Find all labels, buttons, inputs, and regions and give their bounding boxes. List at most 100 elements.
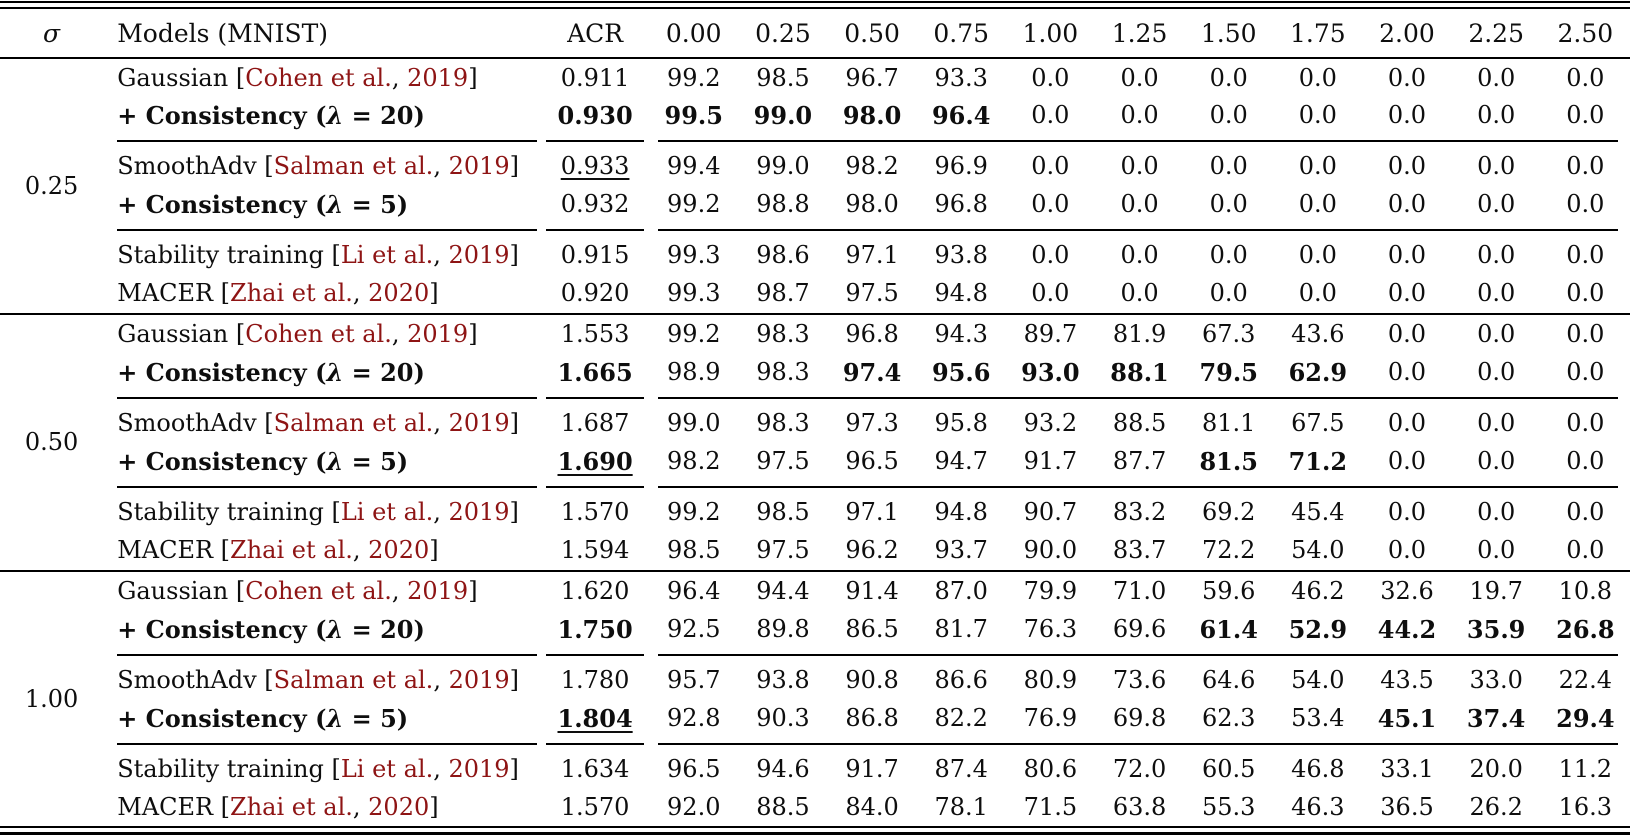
citation-year-link[interactable]: 2019 bbox=[407, 577, 469, 605]
acr-value: 1.780 bbox=[560, 666, 630, 694]
certified-accuracy-value: 0.0 bbox=[1477, 409, 1516, 437]
citation-year-link[interactable]: 2019 bbox=[448, 152, 510, 180]
certified-accuracy-value: 69.6 bbox=[1112, 615, 1167, 643]
acr-value: 1.687 bbox=[560, 409, 630, 437]
citation-year-link[interactable]: 2019 bbox=[448, 666, 510, 694]
certified-accuracy-value: 0.0 bbox=[1387, 101, 1427, 129]
certified-accuracy-value: 72.2 bbox=[1201, 536, 1256, 564]
certified-accuracy-value: 0.0 bbox=[1387, 152, 1427, 180]
citation-year-link[interactable]: 2020 bbox=[368, 536, 430, 564]
citation-year-link[interactable]: 2019 bbox=[448, 755, 510, 783]
pair-mid-rule bbox=[0, 737, 1630, 750]
table-row: Stability training [Li et al., 2019] 0.91… bbox=[0, 236, 1630, 274]
header-row: σ Models (MNIST) ACR 0.00 0.25 0.50 0.75… bbox=[0, 9, 1630, 58]
citation-year-link[interactable]: 2020 bbox=[368, 793, 430, 821]
citation-authors-link[interactable]: Cohen et al. bbox=[245, 577, 392, 605]
citation-authors-link[interactable]: Zhai et al. bbox=[230, 793, 353, 821]
certified-accuracy-value: 93.2 bbox=[1023, 409, 1078, 437]
certified-accuracy-value: 43.6 bbox=[1291, 320, 1345, 348]
certified-accuracy-value: 94.3 bbox=[934, 320, 988, 348]
radius-column-header: 2.50 bbox=[1557, 18, 1614, 48]
certified-accuracy-value: 96.2 bbox=[845, 536, 899, 564]
citation-authors-link[interactable]: Li et al. bbox=[340, 498, 434, 526]
table-row: + Consistency (λ = 20) 0.930 99.5 99.0 98.0 9… bbox=[0, 96, 1630, 134]
certified-accuracy-value: 80.6 bbox=[1023, 755, 1078, 783]
certified-accuracy-value: 0.0 bbox=[1031, 241, 1070, 269]
certified-accuracy-value: 94.8 bbox=[934, 498, 988, 526]
certified-accuracy-value: 98.8 bbox=[756, 190, 810, 218]
acr-column-header: ACR bbox=[567, 18, 624, 48]
model-name: + Consistency (λ = 5) bbox=[117, 703, 409, 733]
certified-accuracy-value: 29.4 bbox=[1556, 703, 1615, 733]
certified-accuracy-value: 71.2 bbox=[1288, 446, 1348, 476]
certified-accuracy-value: 99.5 bbox=[664, 100, 723, 130]
pair-mid-rule bbox=[0, 134, 1630, 147]
certified-accuracy-value: 0.0 bbox=[1566, 190, 1605, 218]
citation-year-link[interactable]: 2019 bbox=[448, 498, 510, 526]
certified-accuracy-value: 0.0 bbox=[1477, 241, 1516, 269]
certified-accuracy-value: 96.4 bbox=[931, 100, 991, 130]
certified-accuracy-value: 0.0 bbox=[1298, 279, 1337, 307]
certified-accuracy-value: 81.1 bbox=[1201, 409, 1256, 437]
certified-accuracy-value: 0.0 bbox=[1477, 279, 1516, 307]
certified-accuracy-value: 0.0 bbox=[1209, 152, 1248, 180]
certified-accuracy-value: 0.0 bbox=[1477, 152, 1516, 180]
certified-accuracy-value: 52.9 bbox=[1288, 614, 1348, 644]
certified-accuracy-value: 95.7 bbox=[667, 666, 721, 694]
model-name: MACER [Zhai et al., 2020] bbox=[117, 279, 439, 307]
citation-authors-link[interactable]: Li et al. bbox=[340, 241, 434, 269]
certified-accuracy-value: 0.0 bbox=[1477, 358, 1516, 386]
certified-accuracy-value: 0.0 bbox=[1387, 447, 1427, 475]
citation-year-link[interactable]: 2019 bbox=[448, 241, 510, 269]
acr-value: 0.915 bbox=[560, 241, 630, 269]
table-row: + Consistency (λ = 20) 1.750 92.5 89.8 86.5 8… bbox=[0, 610, 1630, 648]
certified-accuracy-value: 83.7 bbox=[1112, 536, 1167, 564]
citation-authors-link[interactable]: Salman et al. bbox=[273, 666, 434, 694]
acr-value: 0.911 bbox=[560, 63, 630, 92]
model-name: MACER [Zhai et al., 2020] bbox=[117, 536, 439, 564]
citation-authors-link[interactable]: Cohen et al. bbox=[245, 320, 392, 348]
certified-accuracy-value: 92.0 bbox=[667, 793, 721, 821]
certified-accuracy-value: 71.0 bbox=[1112, 577, 1167, 605]
model-name: + Consistency (λ = 5) bbox=[117, 446, 409, 476]
model-name: Stability training [Li et al., 2019] bbox=[117, 241, 519, 269]
certified-accuracy-value: 97.5 bbox=[845, 279, 899, 307]
certified-accuracy-value: 0.0 bbox=[1566, 320, 1605, 348]
certified-accuracy-value: 93.0 bbox=[1021, 357, 1080, 387]
citation-year-link[interactable]: 2019 bbox=[407, 320, 469, 348]
citation-year-link[interactable]: 2019 bbox=[407, 63, 469, 92]
certified-accuracy-value: 80.9 bbox=[1023, 666, 1078, 694]
lambda-symbol: λ bbox=[326, 357, 344, 387]
certified-accuracy-value: 90.7 bbox=[1023, 498, 1078, 526]
certified-accuracy-value: 82.2 bbox=[934, 704, 988, 732]
certified-accuracy-value: 73.6 bbox=[1112, 666, 1167, 694]
citation-year-link[interactable]: 2020 bbox=[368, 279, 430, 307]
lambda-symbol: λ bbox=[326, 100, 344, 130]
certified-accuracy-value: 90.8 bbox=[845, 666, 899, 694]
citation-year-link[interactable]: 2019 bbox=[448, 409, 510, 437]
certified-accuracy-value: 45.1 bbox=[1377, 703, 1437, 733]
citation-authors-link[interactable]: Li et al. bbox=[340, 755, 434, 783]
acr-value: 1.804 bbox=[557, 703, 633, 733]
radius-column-header: 0.00 bbox=[665, 18, 722, 48]
model-name: Gaussian [Cohen et al., 2019] bbox=[117, 320, 478, 348]
acr-value: 1.570 bbox=[560, 498, 630, 526]
citation-authors-link[interactable]: Zhai et al. bbox=[230, 536, 353, 564]
citation-authors-link[interactable]: Cohen et al. bbox=[245, 63, 392, 92]
pair-mid-rule bbox=[0, 480, 1630, 493]
citation-authors-link[interactable]: Salman et al. bbox=[273, 409, 434, 437]
citation-authors-link[interactable]: Zhai et al. bbox=[230, 279, 353, 307]
table-row: MACER [Zhai et al., 2020] 1.570 92.0 88.5 84… bbox=[0, 788, 1630, 826]
radius-column-header: 0.50 bbox=[844, 18, 900, 48]
certified-accuracy-value: 0.0 bbox=[1031, 279, 1070, 307]
certified-accuracy-value: 81.5 bbox=[1199, 446, 1258, 476]
certified-accuracy-value: 94.6 bbox=[756, 755, 810, 783]
citation-authors-link[interactable]: Salman et al. bbox=[273, 152, 434, 180]
certified-accuracy-value: 86.8 bbox=[845, 704, 899, 732]
certified-accuracy-value: 92.8 bbox=[667, 704, 721, 732]
certified-accuracy-value: 0.0 bbox=[1387, 241, 1427, 269]
certified-accuracy-value: 64.6 bbox=[1201, 666, 1256, 694]
certified-accuracy-value: 0.0 bbox=[1209, 101, 1248, 129]
certified-accuracy-value: 20.0 bbox=[1469, 755, 1523, 783]
certified-accuracy-value: 54.0 bbox=[1291, 666, 1345, 694]
